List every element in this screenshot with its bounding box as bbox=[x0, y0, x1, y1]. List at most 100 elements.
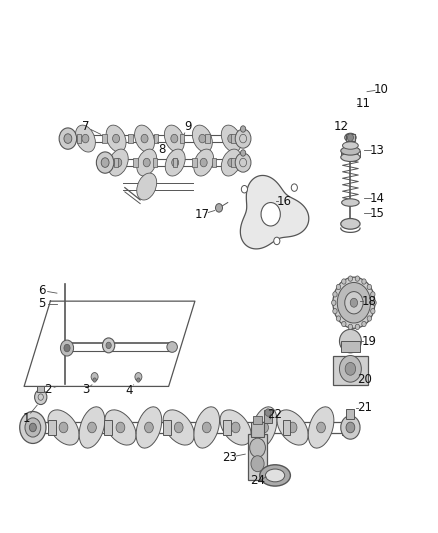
Ellipse shape bbox=[137, 173, 157, 200]
Bar bbox=[231, 158, 236, 167]
Circle shape bbox=[367, 316, 371, 321]
Ellipse shape bbox=[194, 149, 214, 176]
Text: 15: 15 bbox=[370, 207, 385, 220]
Ellipse shape bbox=[348, 135, 353, 140]
Text: 19: 19 bbox=[361, 335, 376, 348]
Circle shape bbox=[333, 309, 337, 314]
Circle shape bbox=[288, 422, 297, 433]
Circle shape bbox=[274, 237, 280, 245]
Circle shape bbox=[141, 134, 148, 143]
Text: 7: 7 bbox=[81, 120, 89, 133]
Text: 22: 22 bbox=[268, 408, 283, 421]
Ellipse shape bbox=[194, 407, 219, 448]
Bar bbox=[163, 420, 171, 435]
Bar bbox=[128, 134, 133, 143]
Circle shape bbox=[332, 300, 336, 305]
Circle shape bbox=[135, 373, 142, 381]
Ellipse shape bbox=[341, 219, 360, 229]
Circle shape bbox=[372, 300, 376, 305]
Circle shape bbox=[235, 153, 251, 172]
Circle shape bbox=[29, 423, 36, 432]
Text: 21: 21 bbox=[357, 401, 372, 414]
Bar bbox=[264, 410, 272, 423]
Bar bbox=[223, 420, 231, 435]
Text: 17: 17 bbox=[195, 208, 210, 221]
Circle shape bbox=[355, 324, 360, 329]
Ellipse shape bbox=[265, 469, 285, 482]
Bar bbox=[346, 134, 355, 141]
Circle shape bbox=[235, 129, 251, 148]
Circle shape bbox=[202, 422, 211, 433]
Ellipse shape bbox=[167, 342, 177, 352]
Bar bbox=[205, 134, 210, 143]
Circle shape bbox=[199, 134, 206, 143]
Circle shape bbox=[347, 134, 353, 141]
Ellipse shape bbox=[308, 407, 334, 448]
Circle shape bbox=[371, 292, 375, 297]
Text: 13: 13 bbox=[370, 144, 385, 157]
Circle shape bbox=[172, 158, 179, 167]
Circle shape bbox=[367, 284, 371, 289]
Circle shape bbox=[143, 158, 150, 167]
Bar bbox=[212, 158, 216, 167]
Ellipse shape bbox=[220, 410, 251, 445]
Circle shape bbox=[261, 203, 280, 226]
Circle shape bbox=[101, 158, 109, 167]
Circle shape bbox=[362, 321, 366, 327]
Bar bbox=[37, 386, 44, 392]
Bar bbox=[102, 134, 107, 143]
Text: 8: 8 bbox=[159, 143, 166, 156]
Bar bbox=[341, 341, 360, 352]
Circle shape bbox=[25, 418, 41, 437]
Circle shape bbox=[291, 184, 297, 191]
Circle shape bbox=[60, 340, 74, 356]
Circle shape bbox=[336, 284, 341, 289]
Ellipse shape bbox=[48, 410, 79, 445]
Ellipse shape bbox=[105, 410, 136, 445]
Ellipse shape bbox=[342, 199, 359, 206]
Text: 24: 24 bbox=[250, 474, 265, 487]
Ellipse shape bbox=[108, 149, 128, 176]
Text: 20: 20 bbox=[357, 373, 372, 386]
Ellipse shape bbox=[79, 407, 105, 448]
Bar bbox=[180, 134, 184, 143]
Ellipse shape bbox=[165, 149, 185, 176]
Circle shape bbox=[317, 422, 325, 433]
Text: 14: 14 bbox=[370, 192, 385, 205]
Ellipse shape bbox=[164, 125, 184, 152]
Ellipse shape bbox=[134, 125, 155, 152]
Circle shape bbox=[228, 134, 235, 143]
Bar bbox=[231, 134, 236, 143]
Text: 4: 4 bbox=[125, 384, 133, 397]
Circle shape bbox=[64, 344, 70, 352]
Bar bbox=[342, 420, 350, 435]
Circle shape bbox=[355, 276, 360, 281]
Bar bbox=[192, 158, 197, 167]
Circle shape bbox=[200, 158, 207, 167]
Text: 5: 5 bbox=[38, 297, 45, 310]
Ellipse shape bbox=[345, 133, 356, 142]
Ellipse shape bbox=[221, 149, 241, 176]
Circle shape bbox=[82, 134, 89, 143]
Circle shape bbox=[20, 411, 46, 443]
Circle shape bbox=[59, 422, 68, 433]
Circle shape bbox=[348, 276, 353, 281]
Circle shape bbox=[337, 282, 371, 323]
Circle shape bbox=[240, 150, 246, 156]
Bar bbox=[48, 420, 56, 435]
Bar bbox=[114, 158, 118, 167]
Text: 12: 12 bbox=[333, 120, 348, 133]
Ellipse shape bbox=[277, 410, 308, 445]
Ellipse shape bbox=[260, 465, 290, 486]
Circle shape bbox=[339, 356, 361, 382]
Circle shape bbox=[228, 158, 235, 167]
Bar bbox=[251, 422, 264, 437]
Bar bbox=[283, 420, 290, 435]
Bar bbox=[253, 416, 262, 424]
Circle shape bbox=[333, 277, 375, 328]
Circle shape bbox=[265, 409, 271, 416]
Circle shape bbox=[341, 416, 360, 439]
Circle shape bbox=[362, 279, 366, 284]
Bar bbox=[77, 134, 81, 143]
Text: 10: 10 bbox=[374, 83, 389, 96]
